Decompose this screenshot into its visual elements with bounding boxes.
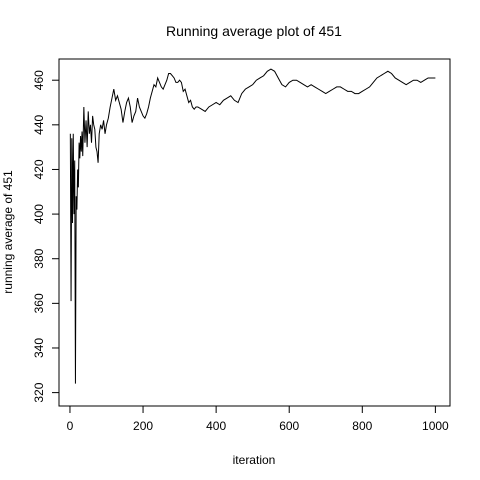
y-axis-label: running average of 451 <box>1 170 15 294</box>
y-tick-label: 340 <box>32 338 46 358</box>
x-tick-label: 400 <box>206 419 226 433</box>
x-tick-label: 600 <box>279 419 299 433</box>
x-tick-label: 0 <box>67 419 74 433</box>
x-tick-label: 1000 <box>422 419 449 433</box>
y-tick-label: 420 <box>32 159 46 179</box>
y-tick-label: 320 <box>32 382 46 402</box>
x-axis-label: iteration <box>233 453 276 467</box>
plot-frame <box>58 58 451 407</box>
y-tick-label: 460 <box>32 70 46 90</box>
x-tick-label: 200 <box>133 419 153 433</box>
x-tick-label: 800 <box>352 419 372 433</box>
y-tick-label: 380 <box>32 248 46 268</box>
y-tick-label: 400 <box>32 204 46 224</box>
y-tick-label: 440 <box>32 114 46 134</box>
x-axis: 0 200 400 600 800 1000 <box>67 406 449 433</box>
y-axis: 320 340 360 380 400 420 440 460 <box>32 70 59 403</box>
chart-title: Running average plot of 451 <box>166 23 342 39</box>
running-average-line <box>69 68 436 384</box>
y-tick-label: 360 <box>32 293 46 313</box>
